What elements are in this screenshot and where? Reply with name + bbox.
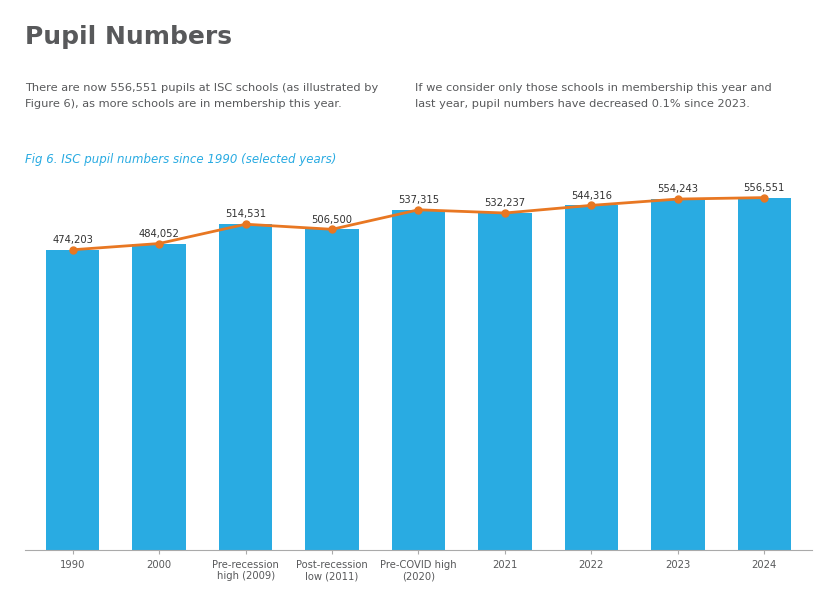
Bar [477, 213, 531, 550]
Point [238, 219, 252, 229]
Bar [218, 224, 272, 550]
Point [497, 208, 511, 218]
Point [757, 193, 770, 202]
Point [670, 194, 684, 204]
Bar [132, 243, 186, 550]
Point [411, 205, 425, 215]
Text: 506,500: 506,500 [311, 215, 352, 225]
Text: 554,243: 554,243 [656, 184, 697, 194]
Text: 556,551: 556,551 [742, 183, 784, 193]
Point [325, 224, 339, 234]
Text: 537,315: 537,315 [397, 195, 439, 205]
Bar [46, 250, 99, 550]
Bar [650, 199, 704, 550]
Bar [391, 210, 445, 550]
Text: Pupil Numbers: Pupil Numbers [25, 25, 232, 49]
Point [152, 239, 166, 248]
Bar [737, 197, 790, 550]
Text: 514,531: 514,531 [225, 209, 266, 219]
Text: 484,052: 484,052 [139, 229, 180, 239]
Text: If we consider only those schools in membership this year and
last year, pupil n: If we consider only those schools in mem… [414, 83, 771, 109]
Point [584, 200, 598, 210]
Point [66, 245, 79, 255]
Text: Fig 6. ISC pupil numbers since 1990 (selected years): Fig 6. ISC pupil numbers since 1990 (sel… [25, 154, 336, 166]
Text: 544,316: 544,316 [570, 191, 611, 200]
Text: 474,203: 474,203 [52, 235, 93, 245]
Text: There are now 556,551 pupils at ISC schools (as illustrated by
Figure 6), as mor: There are now 556,551 pupils at ISC scho… [25, 83, 378, 109]
Text: 532,237: 532,237 [484, 199, 525, 208]
Bar [564, 205, 618, 550]
Bar [305, 229, 359, 550]
